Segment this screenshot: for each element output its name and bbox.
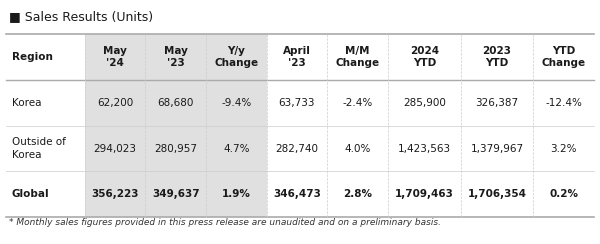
Text: Y/y
Change: Y/y Change <box>214 46 259 68</box>
Text: -2.4%: -2.4% <box>343 98 373 108</box>
Text: 1,709,463: 1,709,463 <box>395 189 454 199</box>
Text: May
'24: May '24 <box>103 46 127 68</box>
Text: 346,473: 346,473 <box>273 189 321 199</box>
Text: 280,957: 280,957 <box>154 143 197 153</box>
Text: Region: Region <box>12 52 53 62</box>
Text: 3.2%: 3.2% <box>550 143 577 153</box>
Text: 1.9%: 1.9% <box>222 189 251 199</box>
Bar <box>206 34 266 217</box>
Text: 1,423,563: 1,423,563 <box>398 143 451 153</box>
Text: May
'23: May '23 <box>164 46 188 68</box>
Text: YTD
Change: YTD Change <box>542 46 586 68</box>
Text: 63,733: 63,733 <box>279 98 315 108</box>
Text: 326,387: 326,387 <box>475 98 518 108</box>
Text: * Monthly sales figures provided in this press release are unaudited and on a pr: * Monthly sales figures provided in this… <box>9 218 441 227</box>
Text: 4.0%: 4.0% <box>344 143 371 153</box>
Text: 349,637: 349,637 <box>152 189 200 199</box>
Text: 2023
YTD: 2023 YTD <box>482 46 512 68</box>
Text: 0.2%: 0.2% <box>549 189 578 199</box>
Text: 285,900: 285,900 <box>403 98 446 108</box>
Text: 62,200: 62,200 <box>97 98 133 108</box>
Bar <box>145 34 206 217</box>
Text: Global: Global <box>12 189 50 199</box>
Text: 4.7%: 4.7% <box>223 143 250 153</box>
Text: 282,740: 282,740 <box>275 143 319 153</box>
Text: April
'23: April '23 <box>283 46 311 68</box>
Text: -12.4%: -12.4% <box>545 98 582 108</box>
Text: 356,223: 356,223 <box>91 189 139 199</box>
Text: Outside of
Korea: Outside of Korea <box>12 137 66 160</box>
Text: Korea: Korea <box>12 98 41 108</box>
Text: ■ Sales Results (Units): ■ Sales Results (Units) <box>9 10 153 23</box>
Text: 2024
YTD: 2024 YTD <box>410 46 439 68</box>
Text: M/M
Change: M/M Change <box>335 46 380 68</box>
Text: 2.8%: 2.8% <box>343 189 372 199</box>
Text: 1,379,967: 1,379,967 <box>470 143 524 153</box>
Text: 1,706,354: 1,706,354 <box>467 189 527 199</box>
Text: 68,680: 68,680 <box>158 98 194 108</box>
Text: 294,023: 294,023 <box>94 143 137 153</box>
Bar <box>85 34 145 217</box>
Text: -9.4%: -9.4% <box>221 98 251 108</box>
